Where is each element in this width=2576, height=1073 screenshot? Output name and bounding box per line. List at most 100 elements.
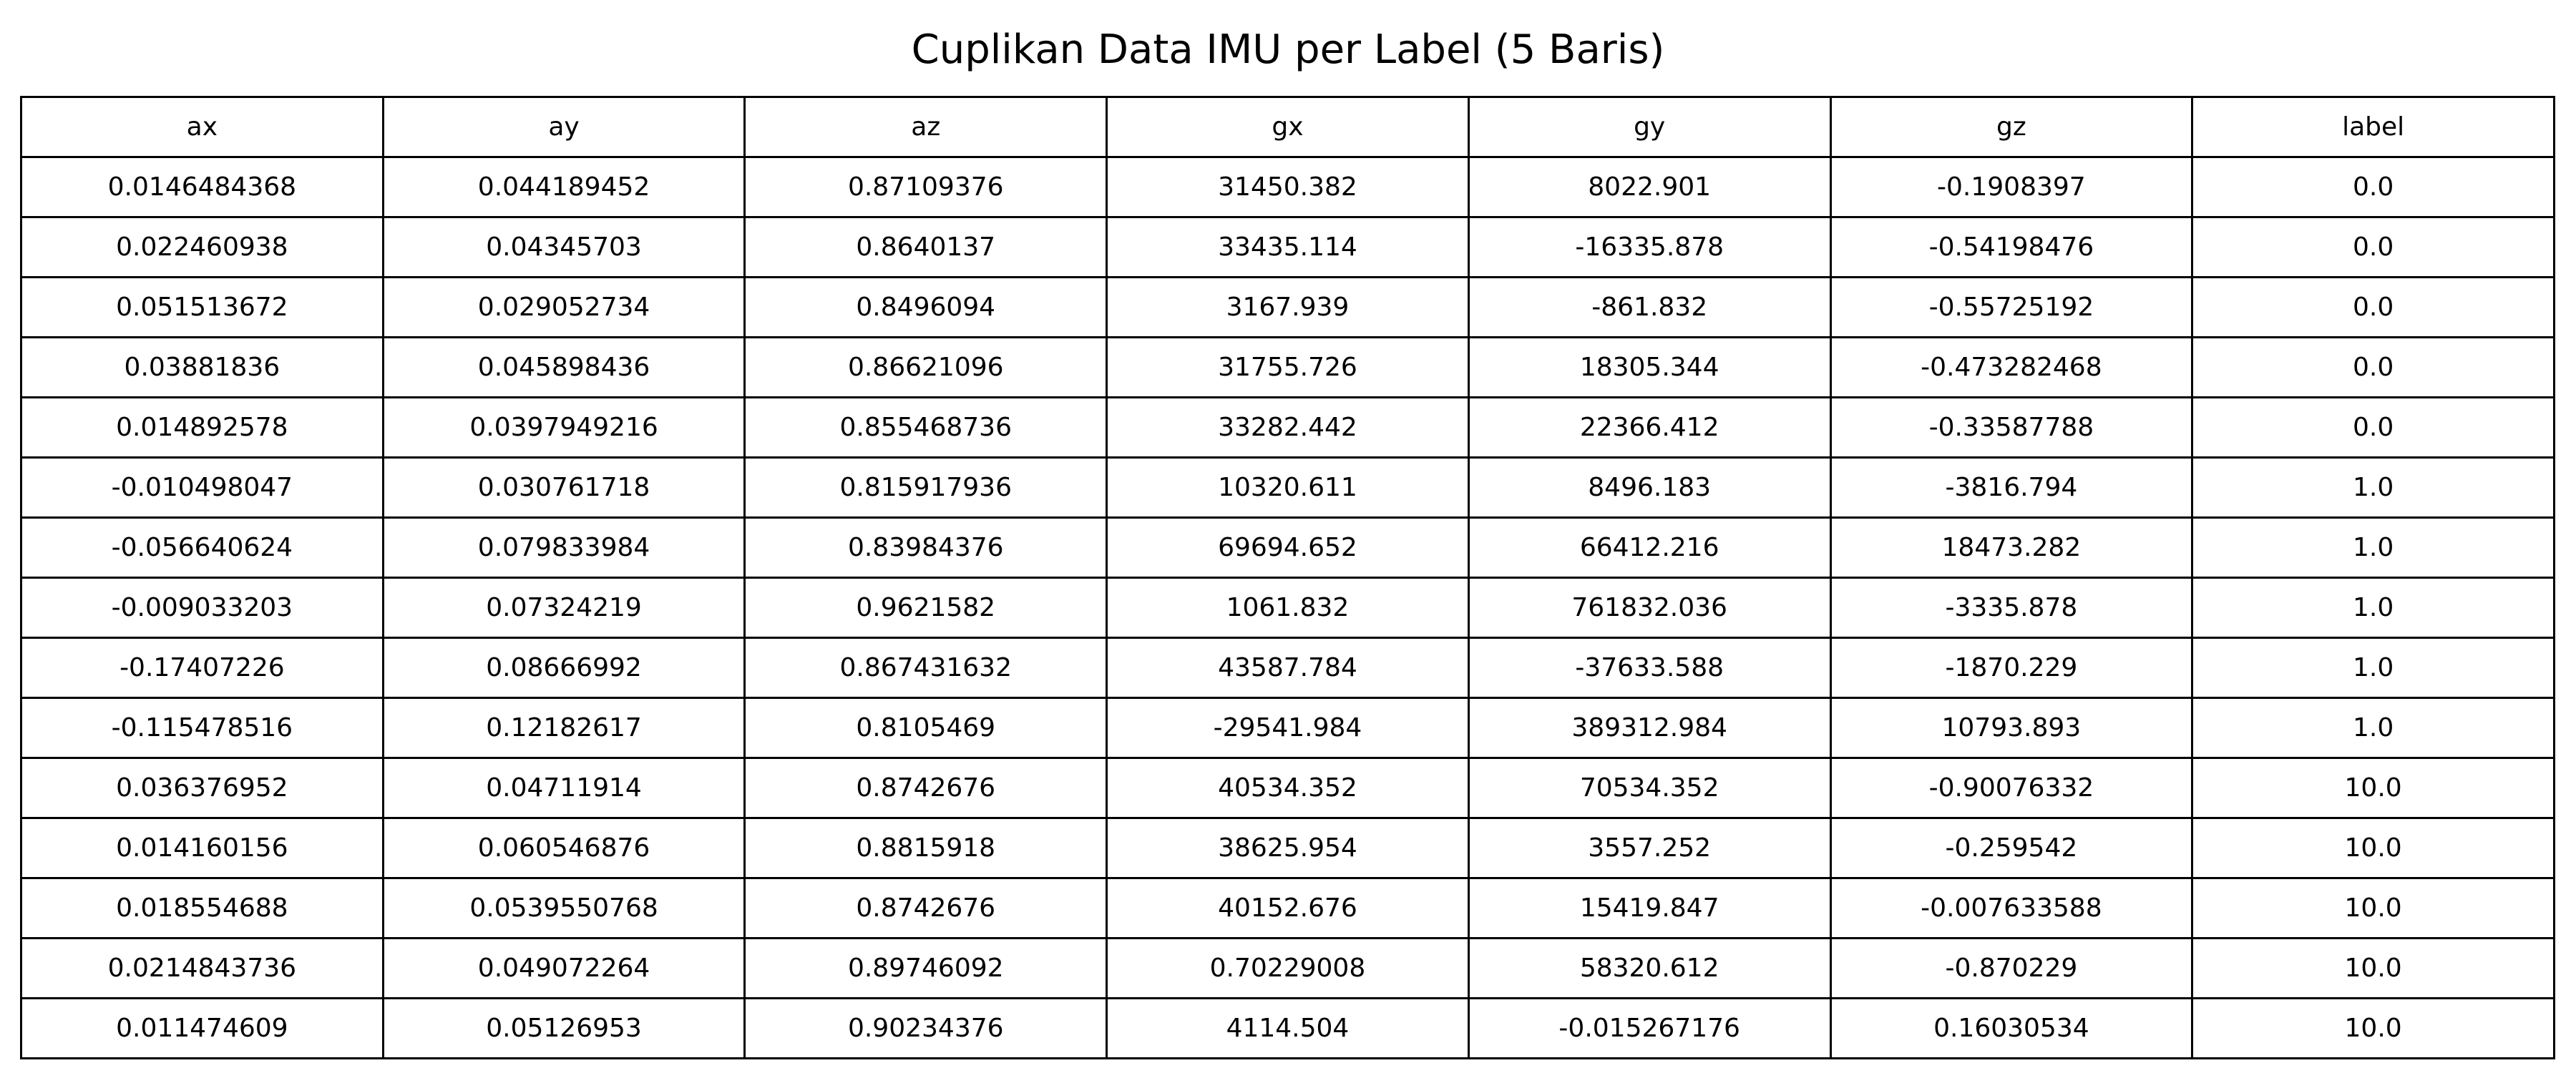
table-cell-ax: 0.014892578 (20, 396, 384, 459)
table-cell-ay: 0.12182617 (381, 697, 746, 759)
table-row: 0.0214843736 0.049072264 0.89746092 0.70229… (20, 937, 2555, 999)
table-cell-gy: -861.832 (1467, 276, 1832, 338)
table-cell-az: 0.8105469 (743, 697, 1108, 759)
table-cell-gx: 33435.114 (1106, 216, 1470, 278)
table-cell-ax: 0.018554688 (20, 877, 384, 939)
table-cell-az: 0.90234376 (743, 997, 1108, 1059)
column-header-ax: ax (20, 96, 384, 158)
table-cell-label: 1.0 (2191, 637, 2555, 699)
table-cell-gz: -0.90076332 (1829, 757, 2194, 819)
table-cell-gy: 70534.352 (1467, 757, 1832, 819)
table-cell-gx: 1061.832 (1106, 577, 1470, 639)
table-cell-label: 0.0 (2191, 276, 2555, 338)
chart-title: Cuplikan Data IMU per Label (5 Baris) (911, 26, 1665, 73)
table-cell-az: 0.89746092 (743, 937, 1108, 999)
table-row: -0.056640624 0.079833984 0.83984376 69694.6… (20, 516, 2555, 579)
table-cell-label: 10.0 (2191, 817, 2555, 879)
table-cell-gz: -0.54198476 (1829, 216, 2194, 278)
table-cell-az: 0.815917936 (743, 456, 1108, 519)
table-cell-label: 0.0 (2191, 396, 2555, 459)
table-cell-gx: 31450.382 (1106, 156, 1470, 218)
table-cell-gx: 0.70229008 (1106, 937, 1470, 999)
table-cell-ax: -0.056640624 (20, 516, 384, 579)
table-cell-ay: 0.0397949216 (381, 396, 746, 459)
table-cell-gy: 18305.344 (1467, 336, 1832, 398)
table-cell-az: 0.8742676 (743, 877, 1108, 939)
table-cell-ay: 0.045898436 (381, 336, 746, 398)
table-row: 0.014160156 0.060546876 0.8815918 38625.954… (20, 817, 2555, 879)
table-cell-ay: 0.07324219 (381, 577, 746, 639)
table-cell-gy: 761832.036 (1467, 577, 1832, 639)
table-cell-gz: -0.473282468 (1829, 336, 2194, 398)
table-cell-gz: 0.16030534 (1829, 997, 2194, 1059)
table-cell-ay: 0.044189452 (381, 156, 746, 218)
table-row: 0.011474609 0.05126953 0.90234376 4114.504-… (20, 997, 2555, 1059)
table-header-row: ax ay az gx gy gz label (20, 96, 2555, 158)
table-cell-ay: 0.04711914 (381, 757, 746, 819)
table-cell-ay: 0.030761718 (381, 456, 746, 519)
table-cell-label: 1.0 (2191, 697, 2555, 759)
table-row: -0.115478516 0.12182617 0.8105469 -29541.98… (20, 697, 2555, 759)
table-cell-label: 0.0 (2191, 216, 2555, 278)
table-row: 0.051513672 0.029052734 0.8496094 3167.939-… (20, 276, 2555, 338)
table-cell-az: 0.8640137 (743, 216, 1108, 278)
table-cell-ax: 0.03881836 (20, 336, 384, 398)
table-cell-gy: -0.015267176 (1467, 997, 1832, 1059)
table-cell-az: 0.855468736 (743, 396, 1108, 459)
table-cell-ax: 0.0214843736 (20, 937, 384, 999)
table-cell-label: 1.0 (2191, 516, 2555, 579)
table-cell-gz: 10793.893 (1829, 697, 2194, 759)
table-cell-gx: 38625.954 (1106, 817, 1470, 879)
table-cell-ax: 0.051513672 (20, 276, 384, 338)
table-cell-label: 10.0 (2191, 757, 2555, 819)
table-cell-az: 0.86621096 (743, 336, 1108, 398)
table-cell-gx: 3167.939 (1106, 276, 1470, 338)
table-cell-ax: -0.115478516 (20, 697, 384, 759)
table-cell-ax: 0.011474609 (20, 997, 384, 1059)
table-cell-gy: 22366.412 (1467, 396, 1832, 459)
table-cell-gz: -0.1908397 (1829, 156, 2194, 218)
column-header-gx: gx (1106, 96, 1470, 158)
table-cell-gz: -1870.229 (1829, 637, 2194, 699)
table-cell-ay: 0.060546876 (381, 817, 746, 879)
table-cell-gx: 69694.652 (1106, 516, 1470, 579)
data-table: ax ay az gx gy gz label 0.0146484368 0.04418945… (20, 96, 2555, 1059)
table-row: -0.009033203 0.07324219 0.9621582 1061.832 7… (20, 577, 2555, 639)
table-cell-ay: 0.049072264 (381, 937, 746, 999)
table-cell-gx: 31755.726 (1106, 336, 1470, 398)
table-cell-ax: -0.010498047 (20, 456, 384, 519)
table-row: 0.014892578 0.0397949216 0.855468736 33282.… (20, 396, 2555, 459)
table-cell-label: 10.0 (2191, 997, 2555, 1059)
table-cell-gx: 43587.784 (1106, 637, 1470, 699)
table-cell-az: 0.8742676 (743, 757, 1108, 819)
table-cell-gx: 40152.676 (1106, 877, 1470, 939)
table-cell-label: 1.0 (2191, 577, 2555, 639)
table-cell-gz: -3335.878 (1829, 577, 2194, 639)
table-row: 0.036376952 0.04711914 0.8742676 40534.352 7… (20, 757, 2555, 819)
table-cell-gy: -16335.878 (1467, 216, 1832, 278)
table-cell-label: 10.0 (2191, 937, 2555, 999)
table-cell-ay: 0.04345703 (381, 216, 746, 278)
table-cell-gz: 18473.282 (1829, 516, 2194, 579)
table-row: 0.022460938 0.04345703 0.8640137 33435.114-… (20, 216, 2555, 278)
table-cell-gy: 8496.183 (1467, 456, 1832, 519)
table-row: 0.0146484368 0.044189452 0.87109376 31450.3… (20, 156, 2555, 218)
table-cell-ax: -0.17407226 (20, 637, 384, 699)
column-header-label: label (2191, 96, 2555, 158)
table-cell-gy: 8022.901 (1467, 156, 1832, 218)
table-cell-gy: -37633.588 (1467, 637, 1832, 699)
table-cell-label: 0.0 (2191, 336, 2555, 398)
table-cell-az: 0.8815918 (743, 817, 1108, 879)
table-cell-gx: 4114.504 (1106, 997, 1470, 1059)
table-cell-ax: 0.022460938 (20, 216, 384, 278)
table-cell-label: 10.0 (2191, 877, 2555, 939)
column-header-ay: ay (381, 96, 746, 158)
table-cell-ay: 0.08666992 (381, 637, 746, 699)
table-cell-gx: -29541.984 (1106, 697, 1470, 759)
table-cell-gz: -0.259542 (1829, 817, 2194, 879)
table-cell-az: 0.8496094 (743, 276, 1108, 338)
table-cell-gx: 40534.352 (1106, 757, 1470, 819)
table-cell-az: 0.83984376 (743, 516, 1108, 579)
column-header-gz: gz (1829, 96, 2194, 158)
table-cell-az: 0.9621582 (743, 577, 1108, 639)
